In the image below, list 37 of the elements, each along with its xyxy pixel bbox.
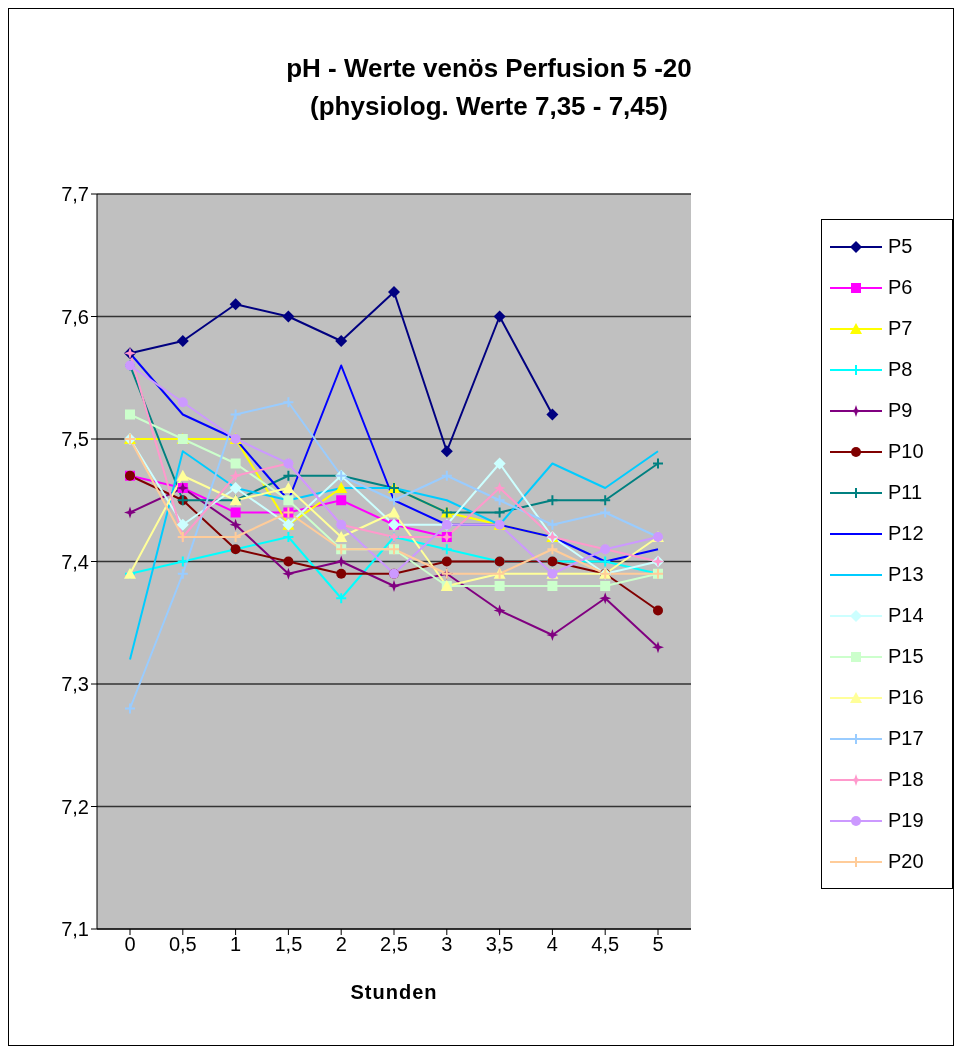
chart-subtitle: (physiolog. Werte 7,35 - 7,45) <box>309 90 669 123</box>
legend-label: P14 <box>888 604 924 627</box>
x-tick-label: 1,5 <box>274 933 303 956</box>
legend-label: P18 <box>888 768 924 791</box>
legend-label: P20 <box>888 850 924 873</box>
legend-label: P12 <box>888 522 924 545</box>
x-tick-label: 2 <box>335 933 347 956</box>
y-tick-label: 7,2 <box>61 795 89 818</box>
legend-label: P16 <box>888 686 924 709</box>
y-tick-label: 7,1 <box>61 918 89 941</box>
y-tick-label: 7,3 <box>61 673 89 696</box>
x-tick-label: 5 <box>652 933 664 956</box>
x-tick-label: 3,5 <box>485 933 514 956</box>
legend-label: P19 <box>888 809 924 832</box>
y-tick-label: 7,6 <box>61 305 89 328</box>
y-tick-label: 7,4 <box>61 550 89 573</box>
x-tick-label: 3 <box>441 933 453 956</box>
chart-title: pH - Werte venös Perfusion 5 -20 <box>285 52 693 85</box>
legend-label: P11 <box>888 481 923 504</box>
legend-label: P5 <box>888 235 913 258</box>
x-tick-label: 4,5 <box>591 933 620 956</box>
y-tick-label: 7,7 <box>61 183 89 206</box>
legend-label: P8 <box>888 358 913 381</box>
legend-label: P13 <box>888 563 924 586</box>
legend-label: P7 <box>888 317 913 340</box>
legend-label: P10 <box>888 440 924 463</box>
x-tick-label: 2,5 <box>380 933 408 956</box>
legend-label: P6 <box>888 276 913 299</box>
x-tick-label: 0 <box>124 933 136 956</box>
x-tick-label: 0,5 <box>168 933 197 956</box>
x-tick-label: 4 <box>546 933 558 956</box>
y-tick-label: 7,5 <box>61 428 89 451</box>
legend-label: P17 <box>888 727 924 750</box>
legend-label: P15 <box>888 645 924 668</box>
x-tick-label: 1 <box>230 933 242 956</box>
x-axis-title: Stunden <box>350 981 438 1003</box>
legend-label: P9 <box>888 399 913 422</box>
